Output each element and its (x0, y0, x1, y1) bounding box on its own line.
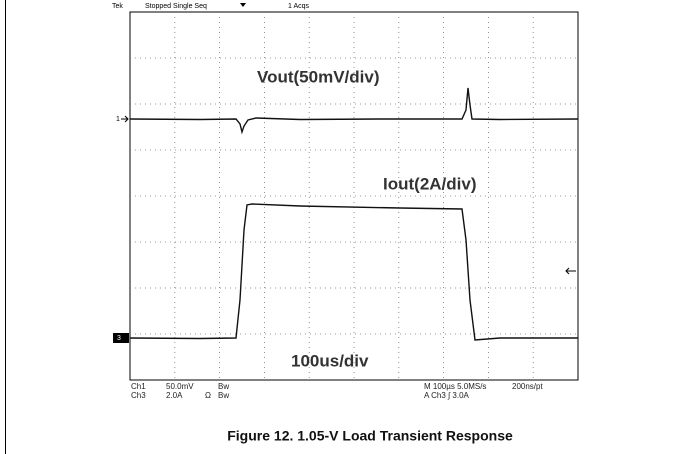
iout-label: Iout(2A/div) (383, 174, 477, 193)
ch3-scale: 2.0A (166, 391, 183, 400)
ch3-ohm: Ω (205, 391, 211, 400)
horizontal: M 100µs 5.0MS/s (424, 382, 486, 391)
ch1-marker: 1 (116, 116, 120, 123)
timebase-label: 100us/div (291, 351, 369, 370)
resolution: 200ns/pt (512, 382, 543, 391)
ch3-bw: Bw (218, 391, 229, 400)
mode: Single Seq (173, 3, 207, 10)
ch3: Ch3 (131, 391, 146, 400)
ch1-scale: 50.0mV (166, 382, 194, 391)
brand: Tek (112, 3, 123, 10)
graticule (129, 11, 579, 381)
ch3-marker-box (113, 333, 129, 343)
ch1-arrow (121, 115, 129, 123)
iout-trace (129, 203, 578, 341)
vout-label: Vout(50mV/div) (257, 67, 379, 86)
ch3-marker: 3 (117, 335, 121, 342)
ch1: Ch1 (131, 382, 146, 391)
caption: Figure 12. 1.05-V Load Transient Respons… (227, 428, 513, 444)
trigger-level (565, 267, 576, 275)
ch1-bw: Bw (218, 382, 229, 391)
vout-trace (129, 87, 579, 135)
trigger-pos (240, 3, 246, 7)
trigger: A Ch3 ∫ 3.0A (424, 391, 470, 400)
state: Stopped (145, 3, 171, 10)
acqs: 1 Acqs (288, 3, 310, 10)
